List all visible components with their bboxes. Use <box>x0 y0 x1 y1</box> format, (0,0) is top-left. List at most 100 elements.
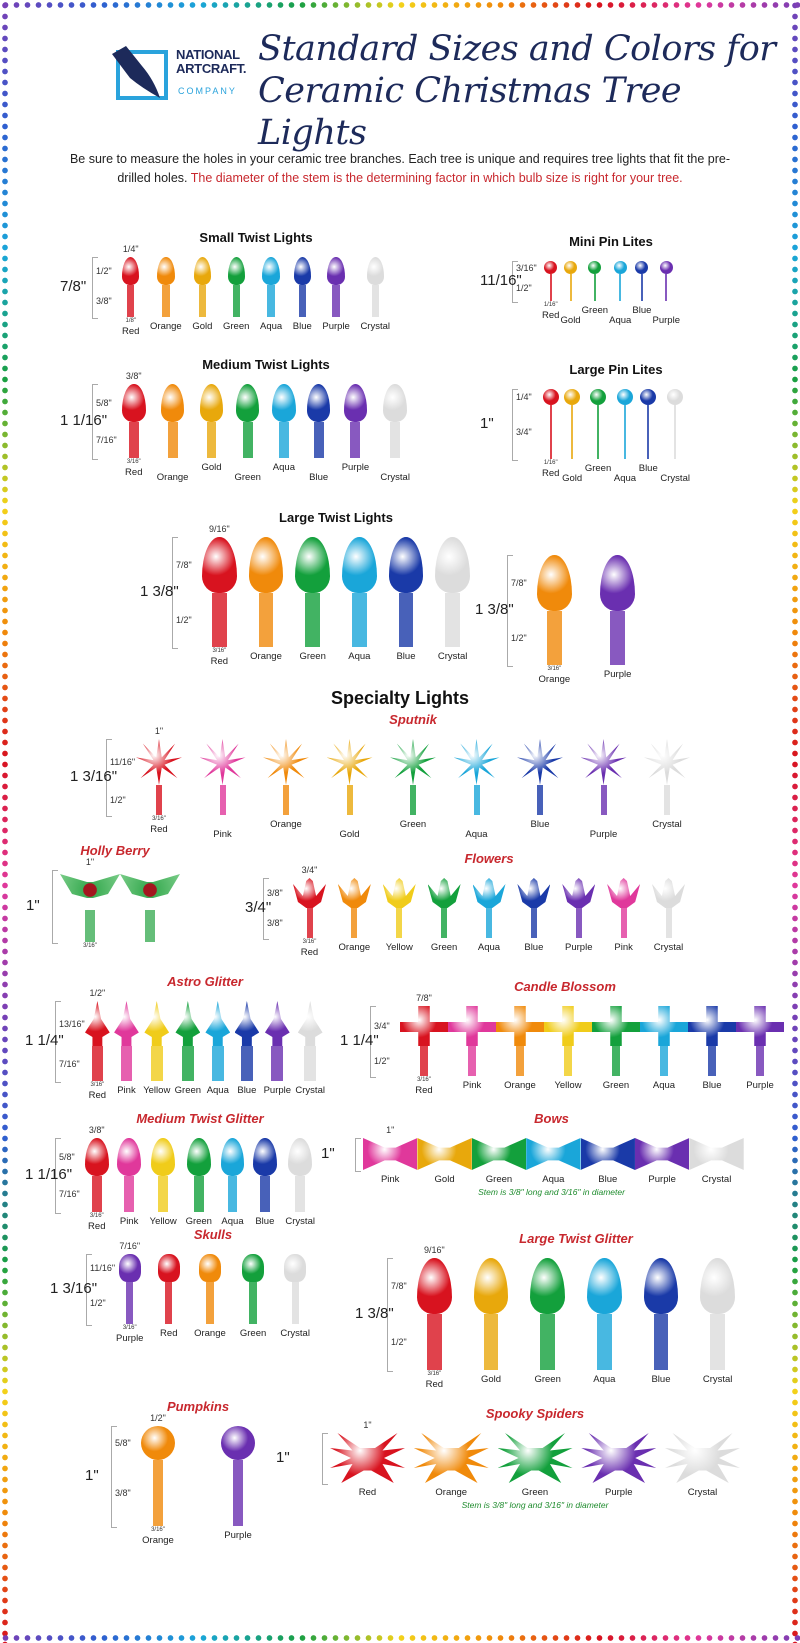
product-green[interactable]: Green <box>390 739 436 840</box>
product-red[interactable]: 3/4" 3/16" Red <box>293 865 326 958</box>
product-green[interactable]: Green <box>234 384 261 483</box>
product-blue[interactable]: Blue <box>388 537 424 667</box>
product-purple[interactable]: Purple <box>634 1138 690 1185</box>
product-green[interactable]: Green <box>592 1006 640 1096</box>
product-green[interactable]: Green <box>240 1254 266 1344</box>
product-green[interactable]: Green <box>497 1433 573 1498</box>
product-purple[interactable]: Purple <box>580 739 627 840</box>
product-orange[interactable]: Orange <box>263 739 309 840</box>
product-orange[interactable]: Orange <box>496 1006 544 1096</box>
product-red[interactable]: 7/8" 3/16" Red <box>400 993 448 1096</box>
product-red[interactable]: 9/16" 3/16" Red <box>202 524 237 667</box>
product-purple[interactable]: Purple <box>322 257 350 337</box>
product-aqua[interactable]: Aqua <box>341 537 377 667</box>
product-yellow[interactable]: Yellow <box>143 1001 170 1101</box>
product-aqua[interactable]: Aqua <box>614 389 636 484</box>
product-green[interactable]: Green <box>471 1138 527 1185</box>
product-green[interactable]: Green <box>186 1138 212 1232</box>
product-blue[interactable]: Blue <box>517 878 551 958</box>
product-crystal[interactable]: Crystal <box>644 739 690 840</box>
product-aqua[interactable]: Aqua <box>609 261 631 326</box>
product-crystal[interactable]: Crystal <box>700 1258 735 1390</box>
product-gold[interactable]: Gold <box>562 389 582 484</box>
product-red[interactable]: 1/4" 1/8" Red <box>122 244 139 337</box>
product-item[interactable] <box>120 870 180 951</box>
product-purple[interactable]: Purple <box>581 1433 657 1498</box>
product-purple[interactable]: Purple <box>221 1426 255 1546</box>
product-orange[interactable]: 1/2" 3/16" Orange <box>141 1413 175 1546</box>
product-crystal[interactable]: Crystal <box>665 1433 740 1498</box>
product-blue[interactable]: Blue <box>234 1001 260 1101</box>
product-aqua[interactable]: Aqua <box>586 1258 622 1390</box>
product-green[interactable]: Green <box>530 1258 566 1390</box>
product-crystal[interactable]: Crystal <box>660 389 690 484</box>
product-blue[interactable]: Blue <box>293 257 312 337</box>
product-gold[interactable]: Gold <box>561 261 581 326</box>
product-red[interactable]: 1/2" 3/16" Red <box>85 988 110 1101</box>
product-green[interactable]: Green <box>223 257 249 337</box>
product-crystal[interactable]: Crystal <box>652 878 685 958</box>
product-aqua[interactable]: Aqua <box>640 1006 688 1096</box>
product-red[interactable]: 1/16" Red <box>542 261 559 326</box>
product-blue[interactable]: Blue <box>517 739 563 840</box>
product-red[interactable]: 1" 3/16" Red <box>136 726 182 840</box>
product-gold[interactable]: Gold <box>326 739 373 840</box>
product-aqua[interactable]: Aqua <box>205 1001 231 1101</box>
product-pink[interactable]: Pink <box>448 1006 496 1096</box>
product-green[interactable]: Green <box>295 537 331 667</box>
product-purple[interactable]: Purple <box>342 384 369 483</box>
product-blue[interactable]: Blue <box>643 1258 679 1390</box>
product-pink[interactable]: Pink <box>117 1138 141 1232</box>
product-blue[interactable]: Blue <box>580 1138 635 1185</box>
product-orange[interactable]: Orange <box>337 878 371 958</box>
product-aqua[interactable]: Aqua <box>472 878 506 958</box>
product-yellow[interactable]: Yellow <box>150 1138 177 1232</box>
product-blue[interactable]: Blue <box>253 1138 277 1232</box>
product-red[interactable]: 3/8" 3/16" Red <box>122 371 146 483</box>
product-purple[interactable]: Purple <box>264 1001 291 1101</box>
product-gold[interactable]: Gold <box>417 1138 472 1185</box>
product-red[interactable]: 1" Red <box>330 1420 405 1498</box>
product-blue[interactable]: Blue <box>632 261 651 326</box>
product-purple[interactable]: 7/16" 3/16" Purple <box>116 1241 143 1344</box>
product-pink[interactable]: Pink <box>607 878 641 958</box>
product-orange[interactable]: 3/16" Orange <box>537 555 572 685</box>
product-aqua[interactable]: Aqua <box>526 1138 581 1185</box>
product-gold[interactable]: Gold <box>199 384 224 483</box>
product-crystal[interactable]: Crystal <box>360 257 390 337</box>
product-red[interactable]: 9/16" 3/16" Red <box>417 1245 452 1390</box>
product-orange[interactable]: Orange <box>248 537 284 667</box>
product-blue[interactable]: Blue <box>306 384 331 483</box>
product-aqua[interactable]: Aqua <box>272 384 296 483</box>
product-yellow[interactable]: Yellow <box>382 878 416 958</box>
product-aqua[interactable]: Aqua <box>453 739 500 840</box>
product-purple[interactable]: Purple <box>736 1006 784 1096</box>
product-aqua[interactable]: Aqua <box>260 257 282 337</box>
product-crystal[interactable]: Crystal <box>689 1138 744 1185</box>
product-blue[interactable]: Blue <box>688 1006 736 1096</box>
product-purple[interactable]: Purple <box>600 555 635 685</box>
product-red[interactable]: 3/8" 3/16" Red <box>85 1125 109 1232</box>
product-aqua[interactable]: Aqua <box>220 1138 245 1232</box>
product-crystal[interactable]: Crystal <box>380 384 410 483</box>
product-gold[interactable]: Gold <box>192 257 212 337</box>
product-green[interactable]: Green <box>585 389 611 484</box>
product-pink[interactable]: Pink <box>199 739 246 840</box>
product-green[interactable]: Green <box>175 1001 201 1101</box>
product-orange[interactable]: Orange <box>157 384 188 483</box>
product-gold[interactable]: Gold <box>473 1258 509 1390</box>
product-purple[interactable]: Purple <box>653 261 680 326</box>
product-red[interactable]: 1/16" Red <box>542 389 559 484</box>
product-orange[interactable]: Orange <box>413 1433 489 1498</box>
product-blue[interactable]: Blue <box>639 389 658 484</box>
product-green[interactable]: Green <box>582 261 608 326</box>
product-red[interactable]: Red <box>157 1254 180 1344</box>
product-orange[interactable]: Orange <box>194 1254 226 1344</box>
product-crystal[interactable]: Crystal <box>285 1138 315 1232</box>
product-yellow[interactable]: Yellow <box>544 1006 592 1096</box>
product-purple[interactable]: Purple <box>562 878 596 958</box>
product-orange[interactable]: Orange <box>150 257 182 337</box>
product-pink[interactable]: 1" Pink <box>363 1125 418 1185</box>
product-crystal[interactable]: Crystal <box>295 1001 325 1101</box>
product-crystal[interactable]: Crystal <box>435 537 470 667</box>
